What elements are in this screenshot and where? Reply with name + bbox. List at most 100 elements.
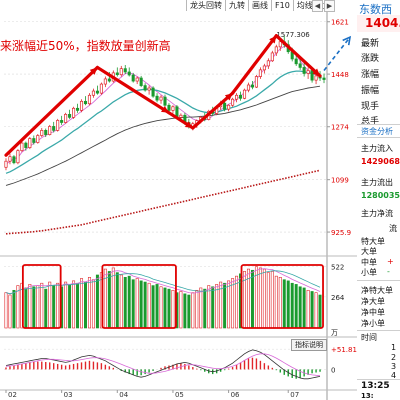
- nav-right-button[interactable]: ▶: [324, 0, 335, 12]
- candle-body: [64, 113, 68, 123]
- candle-body: [91, 90, 95, 96]
- time-row-3: 3: [391, 362, 397, 371]
- candle-body: [322, 77, 326, 80]
- ma-line-ma250: [5, 169, 321, 235]
- volume-unit-label: 万: [331, 329, 338, 337]
- volume-bar: [68, 284, 72, 329]
- stock-name[interactable]: 东数西: [359, 3, 392, 16]
- volume-bar: [139, 280, 143, 329]
- net-row-mid: 净中单: [361, 308, 385, 317]
- label-current-volume: 现手: [361, 102, 380, 112]
- net-row-large: 净大单: [361, 297, 385, 306]
- candle-body: [52, 126, 56, 131]
- fund-analysis-header[interactable]: 资金分析: [361, 127, 393, 136]
- trend-arrowhead: [161, 106, 169, 113]
- price-tick-label: 1621: [331, 19, 349, 27]
- divider: [357, 124, 400, 125]
- kline-chart-area[interactable]: 1621 1448 1274 1099 925.9 02 03 04 05 06 07 522 264 万…: [0, 0, 357, 400]
- volume-bar: [250, 269, 254, 329]
- triangle-right-icon: ▶: [326, 1, 333, 10]
- trend-arrowhead: [89, 67, 98, 75]
- volume-bar: [266, 272, 270, 329]
- candle-body: [28, 138, 32, 148]
- annotation-text: 来涨幅近50%，指数放量创新高: [0, 39, 171, 53]
- candle-body: [167, 104, 171, 111]
- candle-body: [246, 84, 251, 91]
- volume-highlight-box: [101, 264, 177, 329]
- nav-left-button[interactable]: ◀: [312, 0, 323, 12]
- volume-bar: [183, 293, 187, 329]
- candle-body: [60, 120, 64, 123]
- volume-bar: [151, 285, 155, 329]
- candle-body: [227, 104, 231, 110]
- toolbar-button-leader[interactable]: 龙头回转: [186, 0, 226, 11]
- volume-bar: [207, 285, 211, 329]
- candle-body: [4, 160, 8, 168]
- volume-bar: [32, 286, 36, 329]
- chart-toolbar: 龙头回转 九转 画线 F10 均线 □: [186, 0, 332, 11]
- ma-line-ma20: [5, 70, 321, 174]
- volume-highlight-box: [21, 264, 62, 329]
- candle-body: [223, 102, 227, 110]
- order-row-mid-value: +: [387, 257, 394, 266]
- date-tick-label: 06: [231, 391, 240, 399]
- macd-dea-line: [5, 353, 321, 376]
- candle-body: [20, 142, 24, 151]
- candle-body: [48, 126, 52, 135]
- date-tick-label: 07: [290, 391, 299, 399]
- label-change: 涨跌: [361, 54, 380, 64]
- volume-bar: [87, 277, 91, 329]
- volume-bar: [107, 271, 111, 329]
- volume-bar: [16, 285, 20, 329]
- trend-arrow: [4, 65, 100, 157]
- volume-bar: [56, 282, 60, 329]
- candle-body: [87, 94, 92, 105]
- volume-bar: [40, 282, 44, 329]
- volume-bar: [64, 281, 68, 329]
- date-tick-label: 02: [8, 391, 17, 399]
- candle-body: [262, 65, 266, 71]
- time-header: 时间: [361, 333, 377, 342]
- candle-body: [258, 69, 262, 77]
- candle-body: [179, 114, 183, 118]
- date-tick-label: 05: [175, 391, 184, 399]
- candle-body: [56, 120, 60, 131]
- candle-body: [298, 63, 302, 68]
- volume-bar: [290, 282, 294, 329]
- main-net-label: 主力净流: [361, 209, 393, 218]
- candle-body: [95, 90, 99, 94]
- candle-body: [72, 107, 76, 118]
- volume-bar: [282, 279, 286, 329]
- forecast-arrowhead: [342, 35, 352, 46]
- volume-bar: [135, 278, 139, 329]
- toolbar-button-f10[interactable]: F10: [272, 0, 294, 11]
- volume-bar: [227, 280, 231, 329]
- volume-bar: [127, 275, 131, 329]
- volume-bar: [28, 284, 32, 329]
- trend-arrowhead: [269, 35, 277, 44]
- volume-bar: [215, 284, 219, 329]
- candle-body: [310, 70, 314, 81]
- candle-body: [76, 107, 80, 111]
- volume-bar: [119, 274, 123, 329]
- volume-bar: [8, 294, 12, 329]
- time-row-1: 1: [391, 343, 397, 352]
- macd-tick-label: 0: [331, 366, 335, 374]
- indicator-help-button[interactable]: 指标说明: [291, 339, 327, 351]
- candle-body: [159, 96, 163, 101]
- volume-bar: [219, 281, 223, 329]
- volume-bar: [294, 284, 298, 329]
- candle-body: [115, 72, 119, 76]
- flow-tab[interactable]: 流: [389, 224, 397, 233]
- candle-body: [123, 68, 127, 73]
- net-row-super: 净特大单: [361, 286, 393, 295]
- toolbar-button-draw[interactable]: 画线: [249, 0, 272, 11]
- ma-line-ma60: [5, 85, 321, 186]
- toolbar-button-ninturn[interactable]: 九转: [226, 0, 249, 11]
- order-row-large: 大单: [361, 247, 377, 256]
- trend-arrowhead: [312, 68, 320, 76]
- date-tick-label: 04: [119, 391, 128, 399]
- candle-body: [12, 156, 16, 164]
- volume-bar: [195, 289, 199, 329]
- volume-bar: [12, 289, 16, 329]
